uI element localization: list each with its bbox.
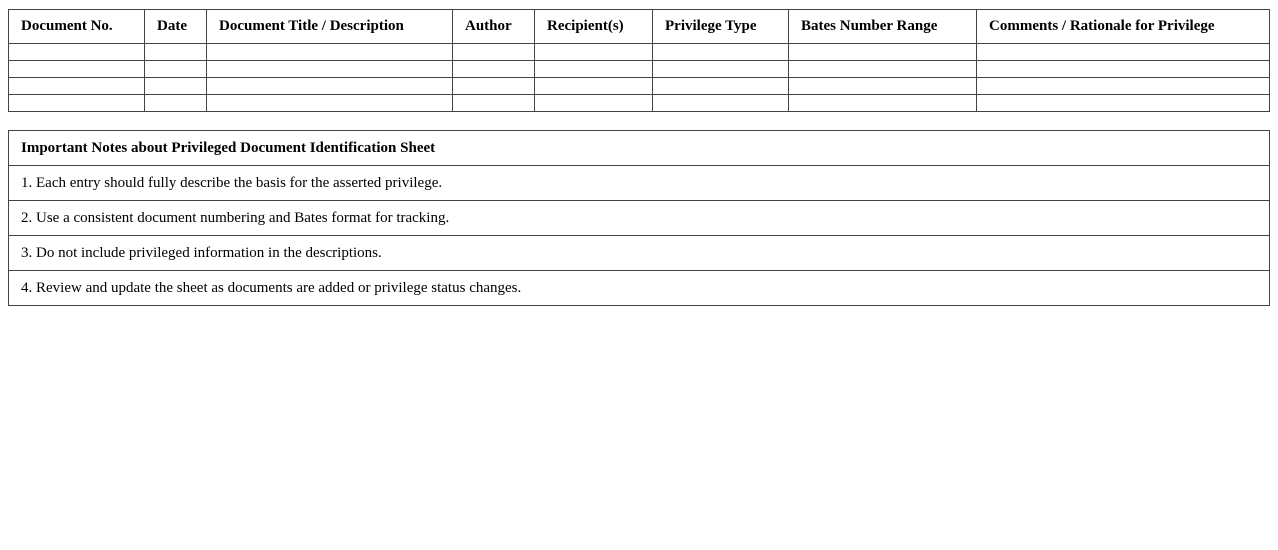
table-cell[interactable] — [976, 77, 1270, 95]
table-cell[interactable] — [206, 60, 453, 78]
table-cell[interactable] — [206, 43, 453, 61]
table-row — [8, 77, 1270, 95]
table-cell[interactable] — [534, 60, 653, 78]
notes-title: Important Notes about Privileged Documen… — [8, 130, 1270, 166]
table-cell[interactable] — [206, 77, 453, 95]
col-recipients: Recipient(s) — [534, 9, 653, 44]
col-bates-range: Bates Number Range — [788, 9, 977, 44]
table-cell[interactable] — [976, 60, 1270, 78]
col-author: Author — [452, 9, 535, 44]
table-cell[interactable] — [8, 60, 145, 78]
table-cell[interactable] — [144, 77, 207, 95]
notes-table: Important Notes about Privileged Documen… — [8, 130, 1270, 306]
table-row — [8, 60, 1270, 78]
table-row — [8, 43, 1270, 61]
table-cell[interactable] — [452, 43, 535, 61]
col-comments: Comments / Rationale for Privilege — [976, 9, 1270, 44]
table-cell[interactable] — [144, 60, 207, 78]
note-item: 2. Use a consistent document numbering a… — [8, 200, 1270, 236]
table-cell[interactable] — [976, 94, 1270, 112]
col-privilege-type: Privilege Type — [652, 9, 789, 44]
col-title: Document Title / Description — [206, 9, 453, 44]
table-cell[interactable] — [652, 77, 789, 95]
table-cell[interactable] — [144, 43, 207, 61]
table-cell[interactable] — [652, 60, 789, 78]
note-item: 1. Each entry should fully describe the … — [8, 165, 1270, 201]
privilege-log-table: Document No. Date Document Title / Descr… — [8, 9, 1270, 112]
table-cell[interactable] — [976, 43, 1270, 61]
note-item: 3. Do not include privileged information… — [8, 235, 1270, 271]
table-cell[interactable] — [206, 94, 453, 112]
table-cell[interactable] — [8, 43, 145, 61]
table-cell[interactable] — [534, 43, 653, 61]
col-date: Date — [144, 9, 207, 44]
col-document-no: Document No. — [8, 9, 145, 44]
table-cell[interactable] — [652, 94, 789, 112]
table-cell[interactable] — [8, 94, 145, 112]
table-cell[interactable] — [452, 60, 535, 78]
table-cell[interactable] — [788, 94, 977, 112]
table-cell[interactable] — [788, 77, 977, 95]
table-cell[interactable] — [8, 77, 145, 95]
table-cell[interactable] — [452, 77, 535, 95]
note-item: 4. Review and update the sheet as docume… — [8, 270, 1270, 306]
table-cell[interactable] — [534, 77, 653, 95]
table-cell[interactable] — [534, 94, 653, 112]
table-cell[interactable] — [788, 60, 977, 78]
table-cell[interactable] — [788, 43, 977, 61]
table-row — [8, 94, 1270, 112]
table-cell[interactable] — [144, 94, 207, 112]
table-cell[interactable] — [452, 94, 535, 112]
table-cell[interactable] — [652, 43, 789, 61]
header-row: Document No. Date Document Title / Descr… — [8, 9, 1270, 44]
